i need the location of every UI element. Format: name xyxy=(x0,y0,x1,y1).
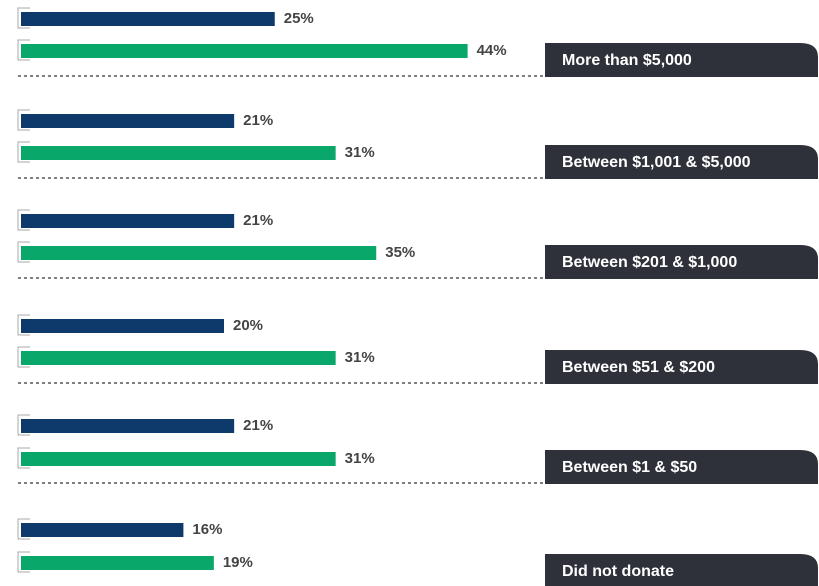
value-label: 35% xyxy=(385,244,415,261)
value-label: 16% xyxy=(192,521,222,538)
bar xyxy=(21,146,336,160)
category-tab xyxy=(545,43,818,77)
category-tab xyxy=(545,245,818,279)
value-label: 19% xyxy=(223,554,253,571)
bar xyxy=(21,319,224,333)
category-label: Did not donate xyxy=(562,563,674,580)
bracket xyxy=(17,209,30,231)
bracket xyxy=(17,241,30,263)
bracket xyxy=(17,518,30,540)
bracket xyxy=(17,7,30,29)
bar xyxy=(21,44,468,58)
bar xyxy=(21,246,377,260)
bracket xyxy=(17,447,30,469)
bracket xyxy=(17,141,30,163)
value-label: 31% xyxy=(345,349,375,366)
category-tab xyxy=(545,450,818,484)
value-label: 31% xyxy=(345,450,375,467)
bar xyxy=(21,12,275,26)
value-label: 21% xyxy=(243,212,273,229)
value-label: 25% xyxy=(284,10,314,27)
value-label: 20% xyxy=(233,317,263,334)
category-label: Between $1 & $50 xyxy=(562,459,697,476)
bar xyxy=(21,214,235,228)
value-label: 44% xyxy=(477,42,507,59)
bar xyxy=(21,556,214,570)
category-label: More than $5,000 xyxy=(562,52,692,69)
bar xyxy=(21,523,184,537)
value-label: 21% xyxy=(243,112,273,129)
category-tab xyxy=(545,350,818,384)
bar xyxy=(21,351,336,365)
category-tab xyxy=(545,554,818,586)
bracket xyxy=(17,414,30,436)
category-tab xyxy=(545,145,818,179)
bracket xyxy=(17,346,30,368)
value-label: 21% xyxy=(243,417,273,434)
category-label: Between $201 & $1,000 xyxy=(562,254,737,271)
bar xyxy=(21,419,235,433)
category-label: Between $51 & $200 xyxy=(562,359,715,376)
value-label: 31% xyxy=(345,144,375,161)
bar xyxy=(21,114,235,128)
bar xyxy=(21,452,336,466)
bracket xyxy=(17,314,30,336)
bracket xyxy=(17,109,30,131)
category-label: Between $1,001 & $5,000 xyxy=(562,154,751,171)
bracket xyxy=(17,551,30,573)
bracket xyxy=(17,39,30,61)
